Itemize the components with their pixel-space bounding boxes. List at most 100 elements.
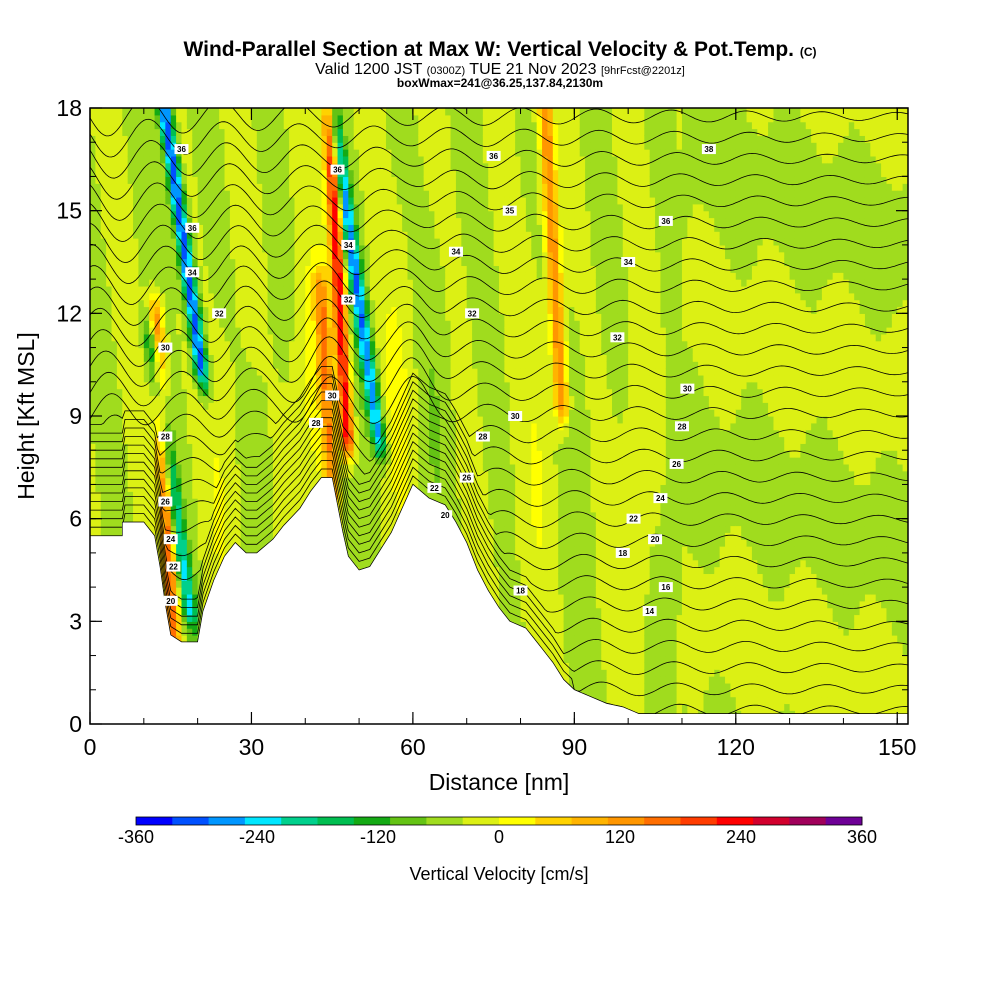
field-cell [283,210,290,219]
field-cell [262,231,269,239]
field-cell [143,395,150,403]
field-cell [127,429,134,438]
field-cell [170,121,177,130]
field-cell [235,443,242,451]
field-cell [337,251,344,260]
field-cell [203,142,209,150]
field-cell [154,108,161,116]
field-cell [197,347,204,355]
field-cell [106,162,113,171]
field-cell [154,142,161,150]
field-cell [213,511,220,520]
field-cell [353,443,360,451]
field-cell [143,368,150,376]
field-cell [149,135,156,143]
field-cell [267,498,274,506]
field-cell [100,114,107,123]
field-cell [213,176,220,184]
field-cell [186,580,193,588]
field-cell [133,491,140,499]
field-cell [326,368,333,376]
field-cell [116,436,123,444]
field-cell [348,340,355,349]
field-cell [133,162,140,171]
field-cell [127,272,134,280]
field-cell [219,484,226,492]
field-cell [294,155,301,164]
field-cell [138,436,145,444]
field-cell [224,518,231,527]
field-cell [203,210,209,219]
field-cell [337,183,344,191]
field-cell [176,422,183,431]
field-cell [289,416,296,424]
field-cell [165,231,172,239]
field-cell [159,388,166,397]
field-cell [278,470,285,479]
field-cell [364,169,371,178]
field-cell [359,532,366,540]
field-cell [364,559,371,568]
field-cell [106,190,113,198]
field-cell [186,429,193,438]
field-cell [127,443,134,451]
field-cell [342,422,349,431]
field-cell [380,108,387,116]
field-cell [149,313,156,321]
field-cell [186,327,193,335]
field-cell [138,265,145,273]
field-cell [133,272,140,280]
field-cell [364,238,371,246]
field-cell [294,470,301,479]
field-cell [364,457,371,465]
field-cell [289,238,296,246]
field-cell [95,169,102,178]
field-cell [127,498,134,506]
field-cell [106,128,113,136]
field-cell [197,272,204,280]
field-cell [385,525,392,533]
field-cell [321,217,328,225]
field-cell [359,457,366,465]
field-cell [246,292,253,301]
field-cell [106,327,113,335]
field-cell [181,443,188,451]
field-cell [272,450,279,458]
field-cell [375,470,382,479]
field-cell [149,149,156,157]
field-cell [305,128,312,136]
field-cell [364,374,371,383]
field-cell [359,361,366,369]
field-cell [138,162,145,171]
field-cell [159,176,166,184]
field-cell [106,238,113,246]
field-cell [149,210,156,219]
field-cell [219,436,226,444]
field-cell [213,114,220,123]
field-cell [203,477,209,486]
field-cell [181,546,188,554]
field-cell [262,498,269,506]
field-cell [342,511,349,520]
field-cell [321,196,328,205]
field-cell [364,196,371,205]
field-cell [203,463,209,472]
field-cell [364,313,371,321]
field-cell [154,347,161,355]
field-cell [342,279,349,287]
field-cell [208,285,215,294]
field-cell [138,114,145,123]
field-cell [332,374,339,383]
field-cell [159,546,166,554]
field-cell [100,135,107,143]
field-cell [316,196,323,205]
field-cell [332,272,339,280]
field-cell [165,279,172,287]
field-cell [353,142,360,150]
field-cell [181,135,188,143]
field-cell [246,340,253,349]
field-cell [272,251,279,260]
field-cell [170,306,177,314]
field-cell [127,306,134,314]
field-cell [353,422,360,431]
